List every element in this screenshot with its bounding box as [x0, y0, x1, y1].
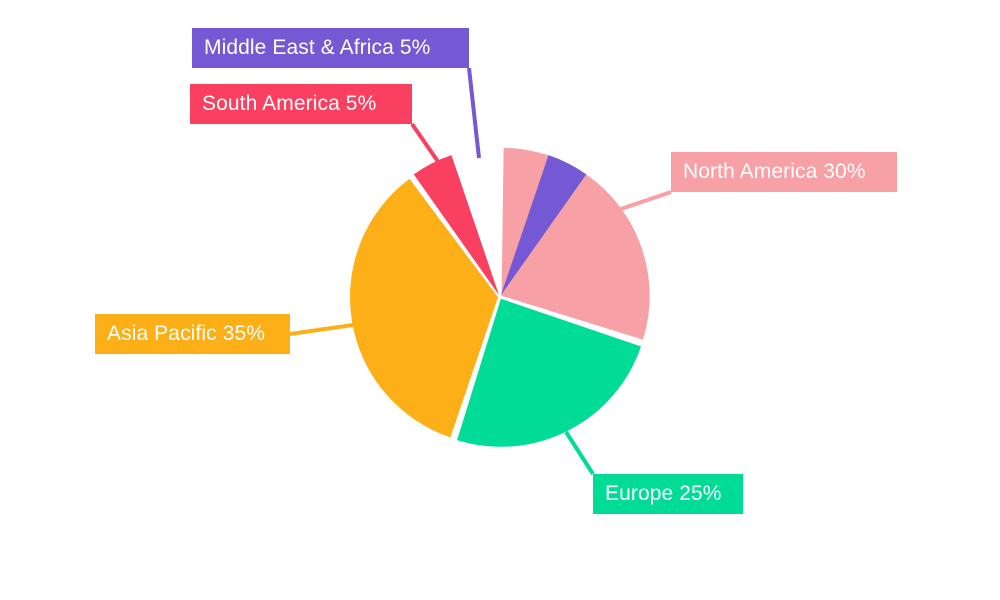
leader-line-middle_east_africa	[467, 67, 481, 159]
pie-slice-south_america[interactable]	[413, 155, 500, 296]
pie-slice-middle_east_africa[interactable]	[500, 155, 587, 296]
leader-line-europe	[564, 430, 595, 476]
pie-slices-group	[350, 147, 650, 447]
pie-slice-asia_pacific[interactable]	[350, 178, 499, 438]
pie-label-north_america[interactable]: North America 30%	[671, 152, 897, 192]
leader-line-asia_pacific	[289, 323, 354, 336]
pie-label-middle_east_africa[interactable]: Middle East & Africa 5%	[192, 28, 469, 68]
pie-label-south_america[interactable]: South America 5%	[190, 84, 412, 124]
pie-slice-europe[interactable]	[457, 298, 642, 447]
pie-label-europe[interactable]: Europe 25%	[593, 474, 743, 514]
pie-label-asia_pacific[interactable]: Asia Pacific 35%	[95, 314, 290, 354]
leader-line-north_america	[617, 190, 672, 212]
